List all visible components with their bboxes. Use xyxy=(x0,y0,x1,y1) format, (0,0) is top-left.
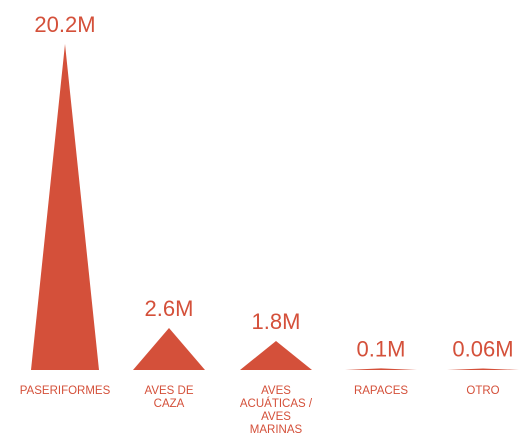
category-label: ACUÁTICAS / xyxy=(240,397,313,410)
category-label: AVES xyxy=(261,385,291,397)
chart-marks xyxy=(31,44,519,370)
value-label: 2.6M xyxy=(145,296,194,321)
category-label: MARINAS xyxy=(250,424,303,436)
bar-triangle xyxy=(240,340,312,370)
value-labels: 20.2M 2.6M 1.8M 0.1M 0.06M xyxy=(34,12,513,362)
bar-triangle xyxy=(447,368,519,370)
category-label: PASERIFORMES xyxy=(20,385,111,397)
category-label: RAPACES xyxy=(354,385,408,397)
bar-triangle xyxy=(345,368,417,370)
category-label: OTRO xyxy=(466,385,499,397)
bar-triangle xyxy=(133,328,205,370)
value-label: 20.2M xyxy=(34,12,95,37)
bar-triangle xyxy=(31,44,99,370)
value-label: 1.8M xyxy=(252,309,301,334)
value-label: 0.1M xyxy=(357,336,406,361)
category-label: AVES xyxy=(261,411,291,423)
value-label: 0.06M xyxy=(452,337,513,362)
category-label: AVES DE xyxy=(145,385,194,397)
category-label: CAZA xyxy=(154,398,185,410)
